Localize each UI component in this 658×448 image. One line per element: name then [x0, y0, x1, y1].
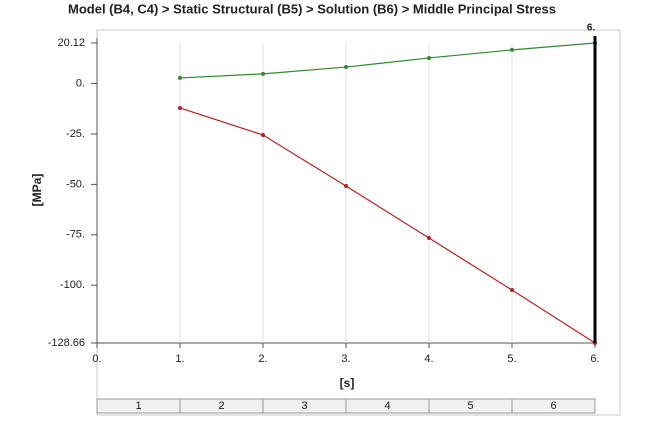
point: [178, 75, 182, 80]
point: [427, 55, 431, 60]
x-axis-label: [s]: [340, 376, 355, 390]
x-tick-label: 5.: [507, 353, 516, 365]
x-tick-label: 1.: [175, 353, 184, 365]
y-tick-label: -100.: [60, 279, 85, 291]
step-label: 6: [550, 400, 556, 412]
series-line: [179, 107, 596, 344]
step-label: 4: [384, 400, 390, 412]
x-tick-label: 0.: [92, 353, 101, 365]
x-tick-label: 3.: [341, 353, 350, 365]
y-tick-label: -25.: [66, 128, 85, 140]
y-tick-label: 20.12: [57, 37, 85, 49]
point: [510, 47, 514, 52]
y-tick-label: -50.: [66, 178, 85, 190]
step-label: 1: [135, 400, 141, 412]
x-tick-label: 6.: [590, 353, 599, 365]
y-tick-label: -128.66: [48, 337, 85, 349]
cursor-label: 6.: [587, 23, 596, 34]
point: [178, 105, 182, 110]
series-line: [179, 42, 596, 79]
point: [261, 71, 265, 76]
step-label: 5: [467, 400, 473, 412]
point: [344, 184, 348, 189]
y-tick-label: 0.: [76, 77, 85, 89]
y-axis-label: [MPa]: [30, 174, 44, 207]
y-tick-label: -75.: [66, 229, 85, 241]
point: [510, 288, 514, 293]
step-label: 3: [301, 400, 307, 412]
point: [427, 236, 431, 241]
x-tick-label: 4.: [424, 353, 433, 365]
x-tick-label: 2.: [258, 353, 267, 365]
step-cell: [511, 398, 596, 414]
chart-title: Model (B4, C4) > Static Structural (B5) …: [68, 1, 556, 16]
step-label: 2: [218, 400, 224, 412]
point: [261, 132, 265, 137]
point: [344, 65, 348, 70]
